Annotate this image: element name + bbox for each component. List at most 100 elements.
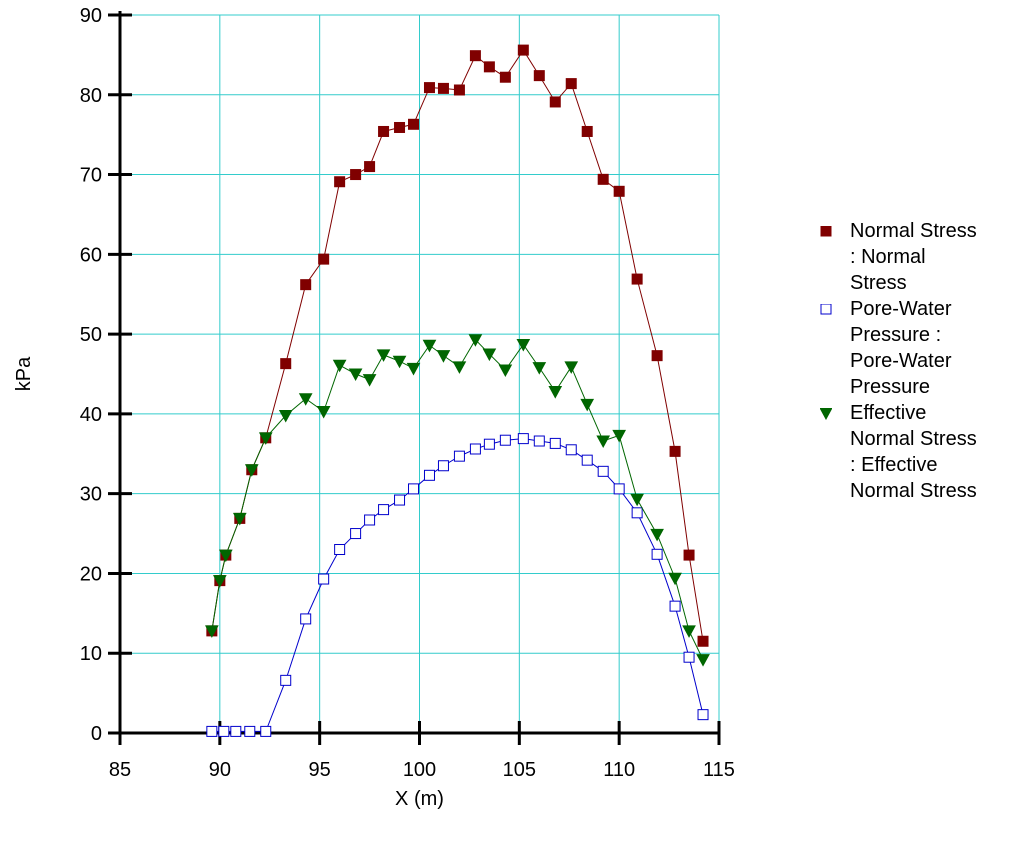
data-point: [298, 393, 313, 406]
data-point: [517, 44, 529, 56]
legend-marker-icon: [820, 226, 832, 237]
data-point: [696, 654, 710, 667]
data-point: [682, 625, 696, 638]
series-3: [205, 334, 710, 667]
axes: 85 90 95 100 105 110 115 0 10 20 30 40 50 60 70 80 90: [80, 5, 735, 781]
data-point: [612, 429, 627, 443]
data-point: [499, 434, 511, 446]
data-point: [300, 613, 312, 625]
legend-label-line: Normal Stress: [850, 428, 977, 450]
data-point: [406, 362, 421, 376]
legend-label-line: : Effective: [850, 454, 938, 476]
data-point: [631, 507, 643, 519]
data-point: [565, 444, 577, 456]
y-tick-label: 90: [80, 5, 102, 27]
data-point: [408, 118, 420, 130]
data-point: [244, 725, 256, 737]
data-point: [364, 161, 376, 173]
legend-label-line: Stress: [850, 272, 907, 294]
data-point: [334, 544, 346, 556]
data-point: [651, 548, 663, 560]
x-tick-label: 100: [403, 759, 436, 781]
data-point: [549, 96, 561, 108]
data-point: [437, 460, 449, 472]
data-point: [394, 494, 406, 506]
data-point: [549, 437, 561, 449]
data-point: [669, 600, 681, 612]
data-point: [362, 374, 377, 387]
data-point: [332, 359, 347, 373]
data-point: [318, 573, 330, 585]
data-point: [630, 493, 644, 507]
data-point: [408, 483, 420, 495]
legend-label-line: Pressure: [850, 376, 931, 398]
data-point: [581, 454, 593, 466]
x-tick-label: 90: [209, 759, 231, 781]
y-tick-label: 80: [80, 85, 102, 107]
data-point: [597, 173, 609, 185]
data-point: [498, 364, 513, 378]
x-tick-label: 85: [109, 759, 131, 781]
data-point: [392, 355, 407, 369]
legend-label-line: Normal Stress: [850, 220, 977, 242]
data-point: [244, 464, 259, 477]
series-line: [211, 438, 704, 732]
legend-label-line: Pressure :: [850, 324, 942, 346]
y-tick-label: 20: [80, 563, 102, 585]
data-point: [597, 465, 609, 477]
series-2: [206, 433, 709, 737]
data-point: [533, 70, 545, 82]
data-point: [596, 435, 611, 449]
data-point: [437, 82, 449, 94]
data-point: [468, 334, 483, 347]
x-tick-label: 95: [309, 759, 331, 781]
legend-label-line: Pore-Water: [850, 350, 952, 372]
data-point: [232, 512, 247, 526]
series: [205, 44, 710, 737]
y-tick-label: 30: [80, 484, 102, 506]
y-tick-label: 10: [80, 643, 102, 665]
data-point: [564, 361, 579, 374]
data-point: [532, 362, 547, 375]
data-point: [482, 348, 497, 362]
data-point: [533, 435, 545, 447]
data-point: [697, 635, 709, 647]
data-point: [230, 725, 242, 737]
legend-item: Normal Stress: Normal Stress: [814, 218, 1024, 296]
data-point: [300, 279, 312, 291]
series-line: [211, 49, 704, 642]
y-tick-label: 0: [91, 723, 102, 745]
data-point: [650, 528, 664, 542]
data-point: [258, 432, 273, 445]
data-point: [469, 443, 481, 455]
data-point: [565, 78, 577, 90]
legend-marker-shape: [820, 226, 832, 237]
data-point: [697, 709, 709, 721]
data-point: [453, 450, 465, 462]
legend-marker-shape: [820, 408, 832, 420]
data-point: [218, 549, 233, 563]
x-tick-label: 115: [703, 759, 735, 781]
x-tick-label: 105: [503, 759, 536, 781]
data-point: [423, 469, 435, 481]
legend-label-line: Effective: [850, 402, 927, 424]
data-point: [278, 409, 293, 423]
data-point: [613, 185, 625, 197]
data-point: [280, 358, 292, 370]
x-axis-title: X (m): [395, 788, 444, 810]
x-tick-label: 110: [603, 759, 635, 781]
y-tick-label: 60: [80, 244, 102, 266]
data-point: [376, 349, 391, 362]
legend: Normal Stress: Normal Stress Pore-Water Pre…: [814, 218, 1024, 504]
data-point: [631, 273, 643, 285]
data-point: [350, 528, 362, 540]
data-point: [280, 674, 292, 686]
legend-label-line: Pore-Water: [850, 298, 952, 320]
data-point: [499, 71, 511, 83]
legend-item: Pore-Water Pressure : Pore-Water Pressure: [814, 296, 1024, 400]
data-point: [483, 438, 495, 450]
legend-marker-icon: [820, 304, 832, 315]
data-point: [206, 725, 218, 737]
legend-marker-icon: [820, 408, 832, 420]
